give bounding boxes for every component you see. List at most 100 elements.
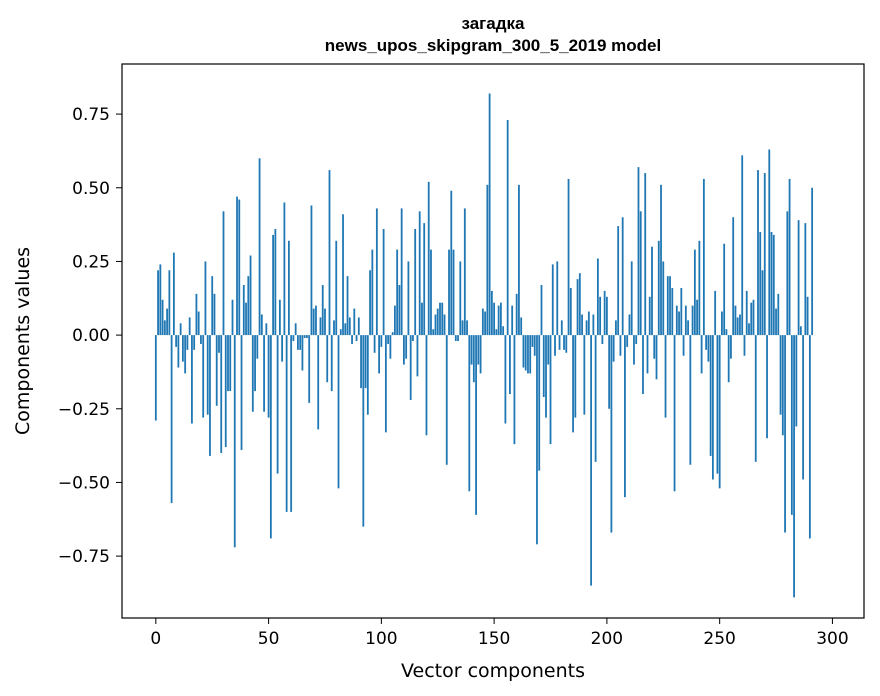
bar-component-63 xyxy=(297,335,299,350)
bar-component-283 xyxy=(793,335,795,598)
y-tick-label: 0.75 xyxy=(72,105,110,125)
bar-component-27 xyxy=(215,335,218,406)
bar-component-193 xyxy=(590,335,592,586)
bar-component-236 xyxy=(687,320,689,336)
bar-component-232 xyxy=(678,311,680,336)
bar-component-216 xyxy=(642,335,644,395)
bar-component-133 xyxy=(454,335,457,341)
bar-component-177 xyxy=(554,335,556,356)
bar-component-124 xyxy=(434,314,437,336)
bar-component-279 xyxy=(784,335,786,533)
bar-component-179 xyxy=(558,335,561,350)
bar-component-54 xyxy=(276,335,279,474)
bar-component-217 xyxy=(644,173,647,336)
bar-component-70 xyxy=(312,308,315,336)
bar-component-100 xyxy=(380,335,383,347)
bar-component-118 xyxy=(421,302,423,336)
bar-component-245 xyxy=(707,335,710,362)
y-tick-label: 0.50 xyxy=(72,179,110,199)
bar-component-241 xyxy=(698,240,701,336)
bar-component-51 xyxy=(269,335,272,539)
bar-component-69 xyxy=(310,205,313,336)
bar-component-274 xyxy=(772,234,775,336)
bar-component-5 xyxy=(166,308,168,336)
x-tick-label: 0 xyxy=(150,629,161,649)
bar-component-201 xyxy=(608,335,611,409)
bar-component-194 xyxy=(592,314,595,336)
bar-component-20 xyxy=(200,335,202,344)
bar-component-285 xyxy=(797,220,800,336)
bar-component-237 xyxy=(689,335,692,465)
bar-component-125 xyxy=(436,308,439,336)
bar-component-136 xyxy=(461,320,464,336)
bar-component-155 xyxy=(504,335,507,424)
bar-component-13 xyxy=(184,335,187,374)
bar-component-135 xyxy=(459,261,462,336)
bar-component-84 xyxy=(344,323,347,336)
bar-component-238 xyxy=(691,305,694,336)
bar-component-94 xyxy=(366,335,369,415)
bar-component-93 xyxy=(364,335,367,389)
bar-component-261 xyxy=(743,335,746,356)
bar-component-33 xyxy=(229,335,232,392)
bar-component-49 xyxy=(265,323,268,336)
bar-component-138 xyxy=(466,320,468,336)
bar-component-272 xyxy=(768,149,771,336)
bar-component-24 xyxy=(209,335,211,456)
bar-component-66 xyxy=(303,335,306,339)
bar-component-280 xyxy=(786,211,789,336)
bar-component-31 xyxy=(224,335,227,448)
x-tick-label: 300 xyxy=(816,629,848,649)
bar-component-57 xyxy=(283,202,286,336)
x-tick-label: 100 xyxy=(365,629,397,649)
chart-subtitle: news_upos_skipgram_300_5_2019 model xyxy=(325,36,661,55)
bar-component-204 xyxy=(615,320,617,336)
bar-component-12 xyxy=(181,335,184,362)
bar-component-23 xyxy=(206,335,209,415)
bar-component-74 xyxy=(321,285,324,336)
bar-component-134 xyxy=(457,335,459,341)
bar-component-126 xyxy=(439,302,441,336)
bar-component-140 xyxy=(470,335,473,365)
bar-component-253 xyxy=(725,329,728,336)
bar-component-137 xyxy=(463,208,466,336)
bar-component-29 xyxy=(220,335,223,453)
bar-component-119 xyxy=(423,223,426,336)
bar-component-266 xyxy=(754,335,757,462)
y-tick-label: −0.25 xyxy=(58,400,110,420)
y-tick-label: 0.00 xyxy=(72,326,110,346)
bar-component-218 xyxy=(646,335,649,374)
bar-component-28 xyxy=(218,335,220,353)
bar-component-287 xyxy=(802,335,804,480)
bar-component-102 xyxy=(384,335,387,433)
chart-title: загадка xyxy=(462,14,526,33)
bar-component-128 xyxy=(443,314,446,336)
bar-component-46 xyxy=(258,158,261,336)
bar-component-44 xyxy=(254,335,256,392)
bar-component-246 xyxy=(709,335,712,456)
bar-component-145 xyxy=(481,308,484,336)
bar-component-271 xyxy=(766,335,768,439)
bar-component-97 xyxy=(373,335,376,353)
bar-component-153 xyxy=(499,302,502,336)
bar-component-183 xyxy=(567,178,570,336)
bar-component-242 xyxy=(700,335,703,374)
bar-component-25 xyxy=(211,276,214,336)
bar-component-96 xyxy=(371,249,374,336)
bar-component-263 xyxy=(748,323,750,336)
bars-group xyxy=(154,93,814,598)
bar-component-36 xyxy=(236,196,238,336)
bar-component-47 xyxy=(260,314,263,336)
bar-component-202 xyxy=(610,335,613,533)
bar-component-149 xyxy=(490,290,493,336)
bar-component-81 xyxy=(337,335,340,489)
bar-component-196 xyxy=(596,258,599,336)
bar-component-230 xyxy=(673,335,676,492)
bar-component-103 xyxy=(387,335,390,344)
bar-component-212 xyxy=(633,335,635,365)
bar-component-109 xyxy=(400,208,403,336)
bar-component-131 xyxy=(450,190,453,336)
bar-component-45 xyxy=(256,335,259,359)
bar-component-127 xyxy=(441,302,444,336)
y-axis-label: Components values xyxy=(12,247,34,435)
